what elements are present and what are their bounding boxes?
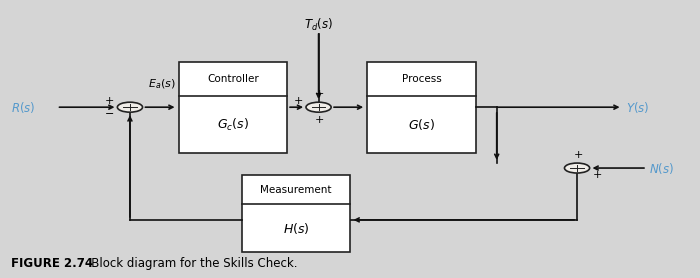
Text: $G(s)$: $G(s)$ (408, 117, 435, 132)
Bar (241, 175, 350, 252)
Text: $Y(s)$: $Y(s)$ (626, 100, 650, 115)
Text: Process: Process (402, 74, 442, 84)
Circle shape (564, 163, 589, 173)
Text: +: + (315, 89, 325, 99)
Text: +: + (593, 170, 603, 180)
Text: +: + (294, 96, 303, 106)
Bar (178, 61, 287, 153)
Circle shape (118, 102, 143, 112)
Text: $E_a(s)$: $E_a(s)$ (148, 77, 175, 91)
Text: $T_d(s)$: $T_d(s)$ (304, 17, 333, 33)
Text: +: + (573, 150, 583, 160)
Text: Controller: Controller (207, 74, 259, 84)
Text: $N(s)$: $N(s)$ (649, 160, 674, 175)
Text: +: + (104, 96, 114, 106)
Text: Block diagram for the Skills Check.: Block diagram for the Skills Check. (80, 257, 297, 270)
Text: $R(s)$: $R(s)$ (11, 100, 36, 115)
Text: $H(s)$: $H(s)$ (283, 221, 309, 236)
Text: −: − (104, 109, 114, 119)
Bar (368, 61, 476, 153)
Text: Measurement: Measurement (260, 185, 332, 195)
Text: +: + (315, 115, 325, 125)
Text: $G_c(s)$: $G_c(s)$ (217, 116, 249, 133)
Text: FIGURE 2.74: FIGURE 2.74 (11, 257, 93, 270)
Circle shape (306, 102, 331, 112)
